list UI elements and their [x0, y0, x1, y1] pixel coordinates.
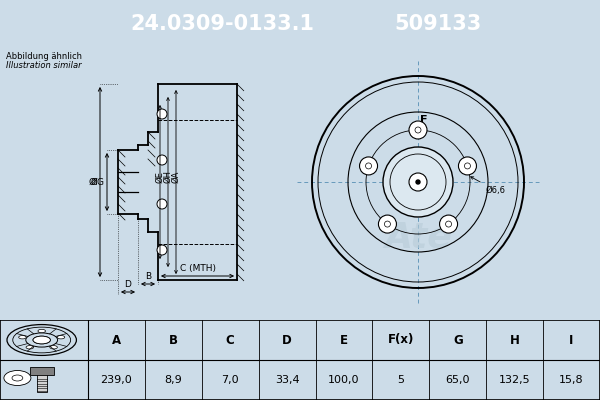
Text: D: D: [282, 334, 292, 346]
Text: E: E: [340, 334, 348, 346]
Text: D: D: [125, 280, 131, 289]
Text: B: B: [169, 334, 178, 346]
Text: H: H: [510, 334, 520, 346]
Text: 509133: 509133: [394, 14, 482, 34]
Circle shape: [33, 336, 50, 344]
Text: 239,0: 239,0: [101, 375, 133, 385]
Circle shape: [50, 346, 58, 349]
Circle shape: [157, 199, 167, 209]
Circle shape: [409, 173, 427, 191]
Text: F: F: [420, 115, 428, 125]
Text: ØA: ØA: [172, 171, 181, 183]
Circle shape: [26, 346, 34, 349]
Circle shape: [12, 375, 23, 381]
Text: 8,9: 8,9: [164, 375, 182, 385]
Circle shape: [409, 121, 427, 139]
Text: 132,5: 132,5: [499, 375, 530, 385]
Circle shape: [157, 109, 167, 119]
Text: A: A: [112, 334, 121, 346]
Text: 33,4: 33,4: [275, 375, 299, 385]
Circle shape: [416, 180, 420, 184]
Text: ØE: ØE: [155, 171, 164, 183]
Text: ØG: ØG: [91, 178, 105, 186]
Text: ØI: ØI: [88, 178, 98, 186]
Circle shape: [157, 245, 167, 255]
Text: B: B: [145, 272, 151, 281]
Text: C (MTH): C (MTH): [179, 264, 215, 273]
Text: Abbildung ähnlich: Abbildung ähnlich: [6, 52, 82, 61]
Circle shape: [38, 329, 46, 333]
Circle shape: [4, 370, 31, 386]
FancyBboxPatch shape: [29, 367, 54, 375]
Text: F(x): F(x): [388, 334, 414, 346]
Circle shape: [379, 215, 397, 233]
Bar: [37, 374, 47, 392]
Text: 65,0: 65,0: [446, 375, 470, 385]
Circle shape: [440, 215, 458, 233]
Text: 100,0: 100,0: [328, 375, 360, 385]
Circle shape: [157, 155, 167, 165]
Circle shape: [19, 336, 26, 339]
Text: 5: 5: [397, 375, 404, 385]
Text: 15,8: 15,8: [559, 375, 584, 385]
Circle shape: [458, 157, 476, 175]
Text: 24.0309-0133.1: 24.0309-0133.1: [130, 14, 314, 34]
Circle shape: [57, 336, 65, 339]
Text: Ø6,6: Ø6,6: [471, 177, 505, 195]
Circle shape: [383, 147, 453, 217]
Text: Illustration similar: Illustration similar: [6, 61, 82, 70]
Circle shape: [359, 157, 377, 175]
Text: ØH: ØH: [163, 170, 173, 184]
Text: C: C: [226, 334, 235, 346]
Text: 7,0: 7,0: [221, 375, 239, 385]
Text: Ate: Ate: [384, 220, 452, 254]
Text: G: G: [453, 334, 463, 346]
Text: I: I: [569, 334, 574, 346]
